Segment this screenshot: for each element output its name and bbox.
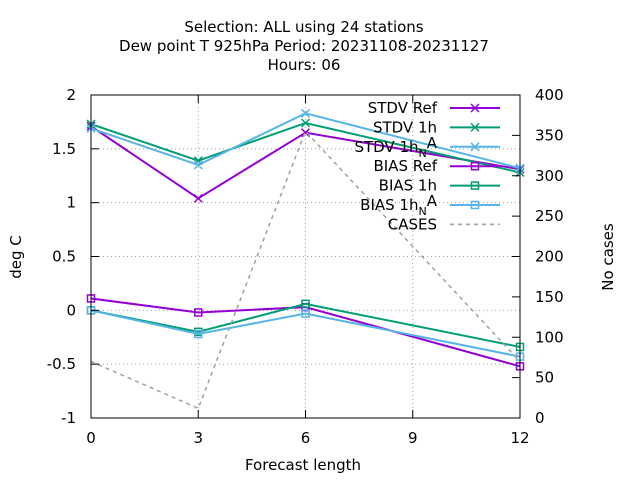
chart-title: Selection: ALL using 24 stations Dew poi… [119,18,489,74]
data-point-stdv-1h-na [300,108,311,118]
marker-stroke [470,122,480,132]
y-tick-label-left: -1 [61,409,76,427]
y-tick-label-right: 0 [535,409,545,427]
series-stdv-ref [86,121,525,203]
legend-entry-stdv-ref: STDV Ref [368,99,500,117]
series-line-bias-ref [90,297,521,368]
series-stdv-1h-na [86,108,525,173]
x-axis-label: Forecast length [245,456,361,474]
y-tick-label-right: 350 [535,126,564,144]
legend-label: CASES [388,215,437,233]
series-line-bias-1h-na [90,309,521,358]
legend-label: STDV 1hNA [354,134,437,160]
series-line-bias-1h [90,302,521,348]
legend-label-tail: A [427,134,438,152]
legend-sample-marker [470,161,480,171]
marker-stroke [300,118,311,128]
y-tick-label-left: 0.5 [52,248,76,266]
legend-label: STDV 1h [373,118,437,136]
marker-stroke [470,103,480,113]
y-tick-label-left: 1 [66,194,76,212]
y-axis-label-left: deg C [7,235,25,279]
marker-stroke [193,193,203,203]
marker-stroke [300,108,311,118]
x-tick-label: 0 [86,429,96,447]
legend-label: STDV Ref [368,99,438,117]
x-tick-label: 3 [193,429,203,447]
x-tick-label: 9 [408,429,418,447]
series-line-stdv-ref [90,125,521,200]
marker-stroke [470,142,480,152]
legend-label-main: STDV Ref [368,99,438,117]
y-tick-label-right: 400 [535,86,564,104]
legend-label: BIAS 1hNA [360,192,438,218]
data-point-stdv-1h [300,118,311,128]
data-point-bias-1h-na [301,309,310,318]
series-line-stdv-1h [90,121,521,174]
legend-label-subscript: N [419,147,427,160]
legend-label-main: BIAS 1h [360,196,418,214]
series-line-stdv-1h-na [90,112,521,170]
legend-sample-marker [470,200,480,210]
series-layer [86,108,525,410]
y-tick-label-left: 1.5 [52,140,76,158]
series-bias-1h-na [86,306,525,361]
legend-label-main: STDV 1h [354,138,418,156]
legend-label-tail: A [427,192,438,210]
legend-label-main: BIAS 1h [379,177,437,195]
legend-label: BIAS 1h [379,177,437,195]
legend-label-subscript: N [419,205,427,218]
legend-entry-stdv-1h-na: STDV 1hNA [354,134,500,160]
chart-title-line-2: Dew point T 925hPa Period: 20231108-2023… [119,37,489,55]
series-bias-1h [86,299,525,352]
legend-entry-bias-ref: BIAS Ref [373,157,500,175]
y-axis-label-right: No cases [599,223,617,291]
y-tick-label-right: 50 [535,369,554,387]
legend-label-main: CASES [388,215,437,233]
legend-entry-stdv-1h: STDV 1h [373,118,500,136]
y-tick-label-left: 0 [66,301,76,319]
series-bias-ref [86,294,525,371]
data-point-stdv-1h-na [193,160,203,170]
chart-title-line-1: Selection: ALL using 24 stations [184,18,423,36]
legend-sample-marker [470,181,480,190]
axes: 0 3 6 9 12 -1 -0.5 0 0.5 1 1.5 2 0 50 100 150 200 250 300 3… [47,86,564,447]
chart-title-line-3: Hours: 06 [268,56,341,74]
legend-entry-cases: CASES [388,215,500,233]
y-tick-label-right: 150 [535,288,564,306]
legend-label-main: STDV 1h [373,118,437,136]
legend-sample-marker [470,122,480,132]
marker-stroke [193,160,203,170]
legend-sample-marker [470,103,480,113]
y-tick-label-right: 200 [535,248,564,266]
x-tick-label: 6 [301,429,311,447]
series-cases [90,129,521,410]
data-point-bias-1h [301,299,310,309]
data-point-stdv-ref [300,128,311,138]
legend-label: BIAS Ref [373,157,437,175]
x-tick-label: 12 [510,429,529,447]
legend-entry-bias-1h: BIAS 1h [379,177,500,195]
legend-label-main: BIAS Ref [373,157,437,175]
data-point-stdv-ref [193,193,203,203]
y-tick-label-right: 100 [535,328,564,346]
y-tick-label-right: 300 [535,167,564,185]
y-tick-label-left: -0.5 [47,355,76,373]
grid [91,95,520,418]
y-tick-label-right: 250 [535,207,564,225]
series-line-cases [90,129,521,410]
y-tick-label-left: 2 [66,86,76,104]
legend-sample-marker [470,142,480,152]
marker-stroke [300,128,311,138]
data-point-bias-ref [194,308,203,317]
legend-entry-bias-1h-na: BIAS 1hNA [360,192,500,218]
data-point-bias-1h-na [194,329,203,339]
